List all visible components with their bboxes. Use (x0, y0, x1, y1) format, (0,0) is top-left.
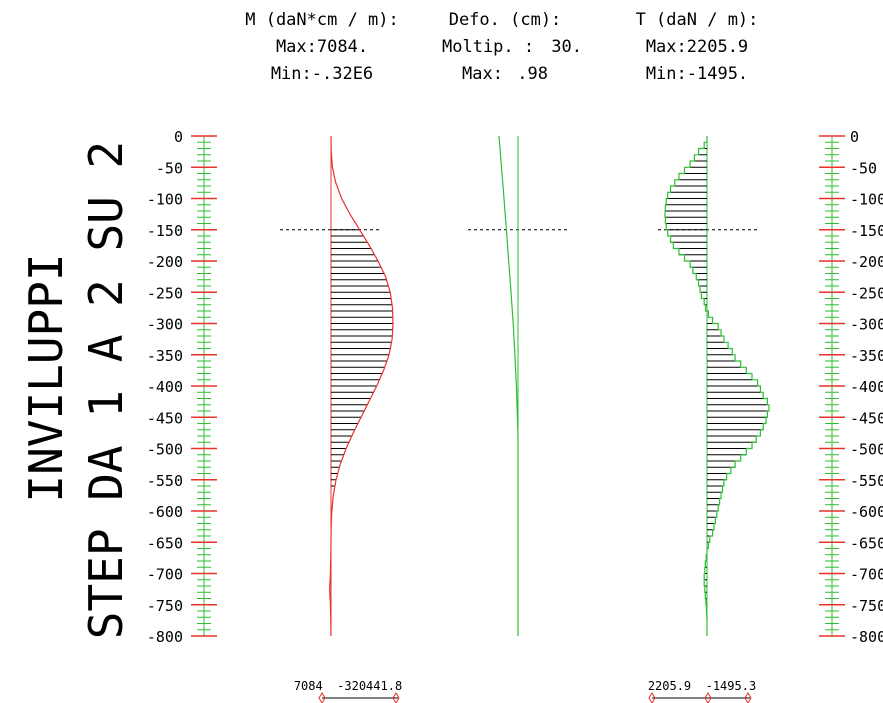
shear-header-title: T (daN / m): (636, 10, 759, 30)
moment-header-max: Max:7084. (276, 37, 368, 57)
shear-header: T (daN / m): Max:2205.9 Min:-1495. (636, 10, 759, 84)
axis-tick-label: -550 (850, 472, 883, 490)
shear-footer-values: 2205.9 -1495.3 (648, 679, 756, 693)
axis-tick-label: -50 (850, 159, 877, 177)
deformation-mult-label: Moltip. : (442, 37, 534, 57)
shear-footer-marker-mid (704, 692, 712, 703)
axis-tick-label: -450 (850, 409, 883, 427)
shear-header-min: Min:-1495. (646, 64, 748, 84)
deformation-max-value: .98 (517, 64, 548, 84)
axis-tick-label: -50 (156, 159, 183, 177)
moment-diagram (328, 136, 394, 637)
side-title-line1: INVILUPPI (19, 253, 73, 502)
shear-outline (664, 136, 770, 636)
side-title: INVILUPPI STEP DA 1 A 2 SU 2 (19, 141, 133, 640)
deformation-mult-value: 30. (551, 37, 582, 57)
moment-footer: 7084 -320441.8 (294, 679, 402, 703)
axis-tick-label: -600 (850, 503, 883, 521)
axis-tick-label: -350 (147, 347, 183, 365)
axis-tick-label: 0 (174, 128, 183, 146)
axis-tick-label: -800 (147, 628, 183, 646)
axis-tick-label: -200 (850, 253, 883, 271)
axis-tick-label: -300 (147, 316, 183, 334)
axis-tick-label: -650 (147, 534, 183, 552)
axis-tick-label: -750 (850, 597, 883, 615)
axis-tick-label: -400 (850, 378, 883, 396)
axis-tick-label: -600 (147, 503, 183, 521)
axis-tick-label: -250 (147, 284, 183, 302)
moment-footer-marker-right (392, 692, 400, 703)
shear-diagram (664, 136, 770, 636)
moment-header: M (daN*cm / m): Max:7084. Min:-.32E6 (245, 10, 399, 84)
moment-header-title: M (daN*cm / m): (245, 10, 399, 30)
axis-tick-label: -800 (850, 628, 883, 646)
axis-tick-label: -250 (850, 284, 883, 302)
deformation-diagram (498, 135, 519, 636)
axis-tick-label: -150 (850, 222, 883, 240)
shear-header-max: Max:2205.9 (646, 37, 748, 57)
axis-tick-label: -700 (147, 566, 183, 584)
axis-tick-label: -750 (147, 597, 183, 615)
moment-footer-values: 7084 -320441.8 (294, 679, 402, 693)
axis-tick-label: -650 (850, 534, 883, 552)
deformation-line (498, 135, 519, 636)
axis-tick-label: -500 (147, 441, 183, 459)
deformation-header-title: Defo. (cm): (449, 10, 562, 30)
deformation-header: Defo. (cm): Moltip. : 30. Max: .98 (442, 10, 582, 84)
side-title-line2: STEP DA 1 A 2 SU 2 (79, 141, 133, 640)
shear-footer-marker-left (648, 692, 656, 703)
axis-tick-label: -150 (147, 222, 183, 240)
axis-tick-label: 0 (850, 128, 859, 146)
axis-tick-label: -700 (850, 566, 883, 584)
moment-header-min: Min:-.32E6 (271, 64, 373, 84)
depth-axis-left: 0 -50 -100 -150 -200 -250 -300 -350 -400 -450 -500… (147, 128, 217, 646)
axis-tick-label: -450 (147, 409, 183, 427)
axis-tick-label: -100 (147, 191, 183, 209)
shear-footer-marker-right (744, 692, 752, 703)
axis-tick-label: -500 (850, 441, 883, 459)
moment-curve (328, 136, 394, 637)
axis-tick-label: -400 (147, 378, 183, 396)
shear-footer: 2205.9 -1495.3 (648, 679, 756, 703)
depth-axis-right: 0 -50 -100 -150 -200 -250 -300 -350 -400 -450 -500… (819, 128, 883, 646)
axis-tick-label: -350 (850, 347, 883, 365)
moment-footer-marker-left (318, 692, 326, 703)
axis-tick-label: -550 (147, 472, 183, 490)
axis-tick-label: -200 (147, 253, 183, 271)
deformation-max-label: Max: (462, 64, 503, 84)
axis-tick-label: -300 (850, 316, 883, 334)
axis-tick-label: -100 (850, 191, 883, 209)
